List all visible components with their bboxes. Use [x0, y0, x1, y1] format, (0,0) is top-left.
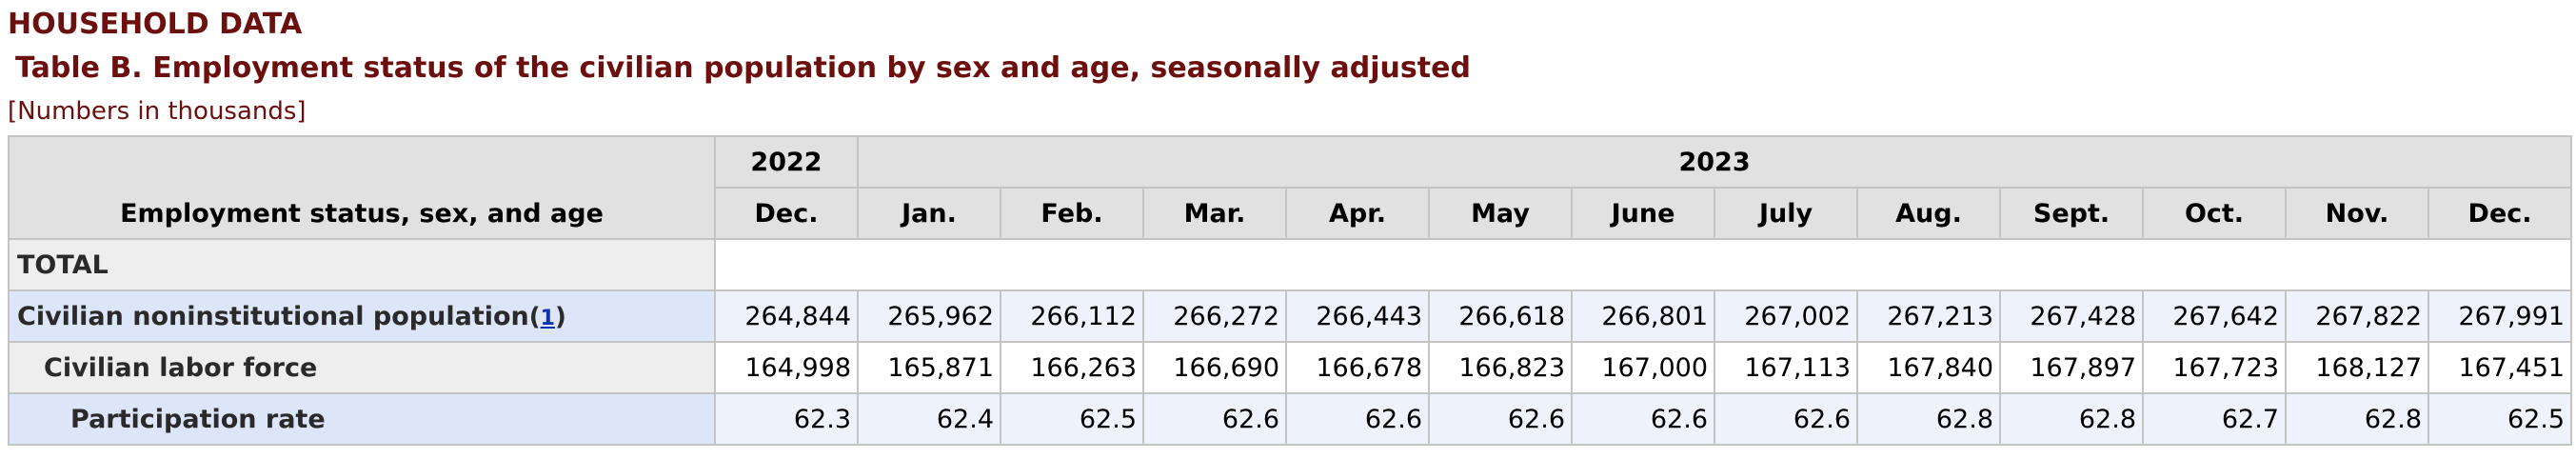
- table-cell: 167,840: [1856, 341, 2001, 394]
- month-header: June: [1571, 187, 1715, 240]
- table-cell: 265,962: [857, 289, 1001, 343]
- year-header-2022: 2022: [714, 135, 859, 189]
- month-header: Apr.: [1285, 187, 1430, 240]
- table-cell: 62.3: [714, 392, 859, 446]
- table-cell: 62.5: [2427, 392, 2573, 446]
- table-row-labor-force: Civilian labor force 164,998 165,871 166…: [8, 341, 2573, 394]
- footnote-paren-open: (: [528, 302, 541, 331]
- table-cell: 168,127: [2285, 341, 2429, 394]
- table-cell: 266,618: [1428, 289, 1573, 343]
- table-cell: 62.6: [1428, 392, 1573, 446]
- footnote-paren-close: ): [554, 302, 566, 331]
- employment-status-table: Employment status, sex, and age 2022 202…: [8, 135, 2573, 446]
- table-cell: 266,443: [1285, 289, 1430, 343]
- table-row-population: Civilian noninstitutional population(1) …: [8, 289, 2573, 343]
- row-label-population-text: Civilian noninstitutional population: [17, 301, 529, 331]
- table-row-participation-rate: Participation rate 62.3 62.4 62.5 62.6 6…: [8, 392, 2573, 446]
- row-label-participation-rate: Participation rate: [8, 392, 716, 446]
- table-cell: 62.4: [857, 392, 1001, 446]
- table-cell: 266,801: [1571, 289, 1715, 343]
- month-header: May: [1428, 187, 1573, 240]
- table-cell: 167,897: [1999, 341, 2144, 394]
- table-cell: 267,822: [2285, 289, 2429, 343]
- table-cell: 62.6: [1142, 392, 1287, 446]
- table-cell: 167,000: [1571, 341, 1715, 394]
- footnote-link[interactable]: 1: [540, 306, 555, 330]
- table-cell: 164,998: [714, 341, 859, 394]
- month-header: July: [1714, 187, 1858, 240]
- table-cell: 62.6: [1571, 392, 1715, 446]
- month-header: Sept.: [1999, 187, 2144, 240]
- row-label-total: TOTAL: [8, 238, 716, 291]
- table-cell: 62.6: [1714, 392, 1858, 446]
- table-cell: 166,690: [1142, 341, 1287, 394]
- table-cell: 167,451: [2427, 341, 2573, 394]
- table-cell: 267,002: [1714, 289, 1858, 343]
- table-cell: 62.8: [2285, 392, 2429, 446]
- table-cell: 62.6: [1285, 392, 1430, 446]
- month-header: Dec.: [714, 187, 859, 240]
- month-header: Feb.: [1000, 187, 1144, 240]
- table-cell: 267,991: [2427, 289, 2573, 343]
- table-title: Table B. Employment status of the civili…: [15, 51, 1471, 85]
- table-cell: 166,823: [1428, 341, 1573, 394]
- month-header: Jan.: [857, 187, 1001, 240]
- table-cell: 62.8: [1999, 392, 2144, 446]
- table-cell: 266,112: [1000, 289, 1144, 343]
- table-cell: 266,272: [1142, 289, 1287, 343]
- row-label-population: Civilian noninstitutional population(1): [8, 289, 716, 343]
- table-cell: 62.8: [1856, 392, 2001, 446]
- month-header: Mar.: [1142, 187, 1287, 240]
- table-cell: 267,642: [2142, 289, 2287, 343]
- header-row-years: Employment status, sex, and age 2022 202…: [8, 135, 2573, 240]
- table-cell: 166,263: [1000, 341, 1144, 394]
- empty-cell: [713, 238, 2573, 291]
- table-cell: 165,871: [857, 341, 1001, 394]
- month-header: Oct.: [2142, 187, 2287, 240]
- table-note: [Numbers in thousands]: [8, 97, 307, 126]
- stub-header: Employment status, sex, and age: [8, 135, 716, 240]
- month-header: Dec.: [2427, 187, 2573, 240]
- table-cell: 167,723: [2142, 341, 2287, 394]
- table-cell: 167,113: [1714, 341, 1858, 394]
- section-title: HOUSEHOLD DATA: [8, 8, 303, 41]
- year-header-2023: 2023: [856, 135, 2573, 189]
- table-cell: 267,213: [1856, 289, 2001, 343]
- table-cell: 62.5: [1000, 392, 1144, 446]
- table-cell: 62.7: [2142, 392, 2287, 446]
- table-row-total: TOTAL: [8, 238, 2573, 291]
- month-header: Aug.: [1856, 187, 2001, 240]
- header-row-months: Dec. Jan. Feb. Mar. Apr. May June July A…: [9, 187, 2573, 240]
- table-cell: 267,428: [1999, 289, 2144, 343]
- row-label-labor-force: Civilian labor force: [8, 341, 716, 394]
- table-cell: 264,844: [714, 289, 859, 343]
- month-header: Nov.: [2285, 187, 2429, 240]
- table-cell: 166,678: [1285, 341, 1430, 394]
